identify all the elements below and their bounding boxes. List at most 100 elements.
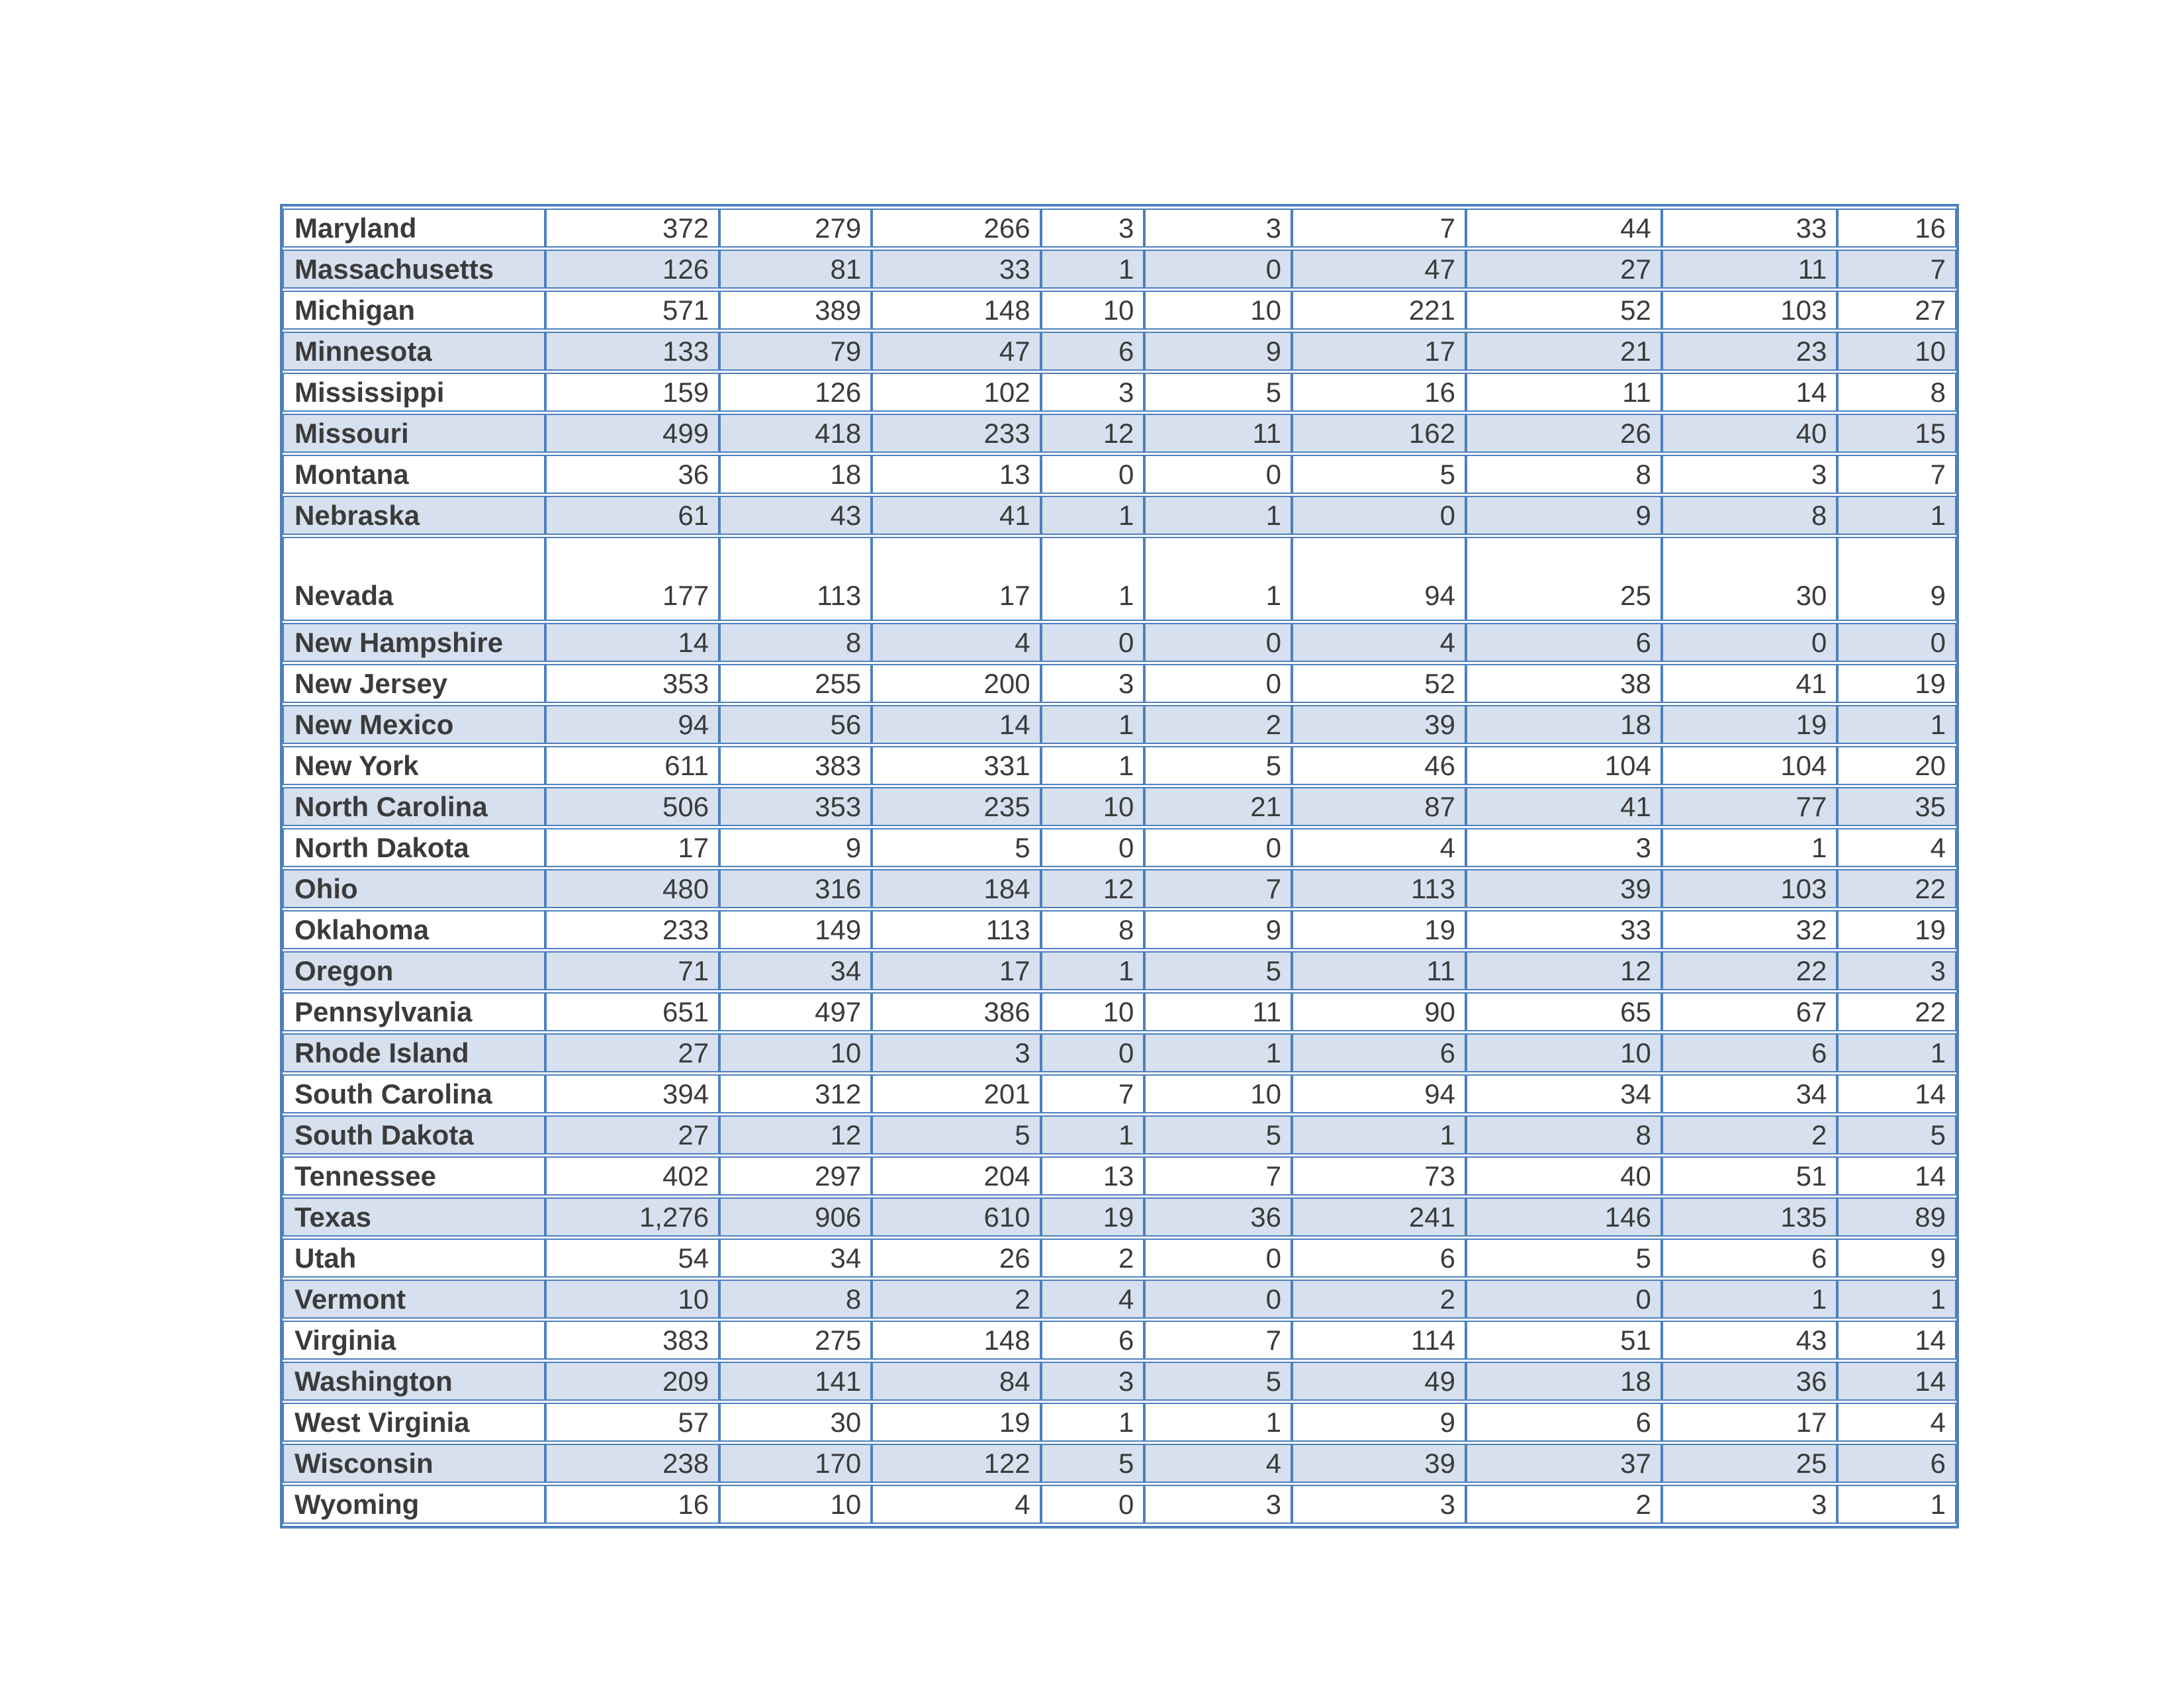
- state-name-cell: Vermont: [283, 1280, 546, 1319]
- value-cell: 52: [1465, 291, 1662, 330]
- table-row: Oklahoma 233 149 113 8 9 19 33 32 19: [283, 910, 1956, 949]
- value-cell: 3: [1661, 1485, 1838, 1524]
- value-cell: 353: [719, 787, 872, 826]
- value-cell: 1: [1040, 951, 1145, 990]
- value-cell: 5: [1040, 1444, 1145, 1483]
- state-name-cell: South Carolina: [283, 1074, 546, 1113]
- value-cell: 266: [872, 209, 1041, 248]
- value-cell: 36: [1144, 1197, 1292, 1237]
- state-name-cell: South Dakota: [283, 1115, 546, 1154]
- value-cell: 389: [719, 291, 872, 330]
- value-cell: 0: [1837, 623, 1956, 662]
- state-name-cell: Washington: [283, 1362, 546, 1401]
- table-row: Montana 36 18 13 0 0 5 8 3 7: [283, 455, 1956, 494]
- value-cell: 14: [545, 623, 720, 662]
- state-name-cell: North Carolina: [283, 787, 546, 826]
- state-name-cell: Massachusetts: [283, 250, 546, 289]
- value-cell: 149: [719, 910, 872, 949]
- value-cell: 113: [719, 537, 872, 621]
- value-cell: 221: [1291, 291, 1466, 330]
- value-cell: 238: [545, 1444, 720, 1483]
- value-cell: 11: [1291, 951, 1466, 990]
- state-name-cell: Utah: [283, 1239, 546, 1278]
- value-cell: 0: [1144, 623, 1292, 662]
- value-cell: 21: [1465, 332, 1662, 371]
- value-cell: 6: [1465, 623, 1662, 662]
- value-cell: 1,276: [545, 1197, 720, 1237]
- value-cell: 5: [1144, 1362, 1292, 1401]
- value-cell: 8: [719, 1280, 872, 1319]
- value-cell: 14: [1837, 1362, 1956, 1401]
- value-cell: 94: [1291, 537, 1466, 621]
- value-cell: 0: [1144, 828, 1292, 867]
- table-row: Nebraska 61 43 41 1 1 0 9 8 1: [283, 496, 1956, 535]
- value-cell: 30: [719, 1403, 872, 1442]
- value-cell: 2: [1144, 705, 1292, 744]
- value-cell: 3: [1465, 828, 1662, 867]
- value-cell: 6: [1040, 1321, 1145, 1360]
- table-row: North Dakota 17 9 5 0 0 4 3 1 4: [283, 828, 1956, 867]
- value-cell: 10: [545, 1280, 720, 1319]
- value-cell: 33: [1465, 910, 1662, 949]
- state-name-cell: Missouri: [283, 414, 546, 453]
- value-cell: 10: [1040, 992, 1145, 1031]
- value-cell: 0: [1144, 664, 1292, 703]
- value-cell: 57: [545, 1403, 720, 1442]
- table-row: Missouri 499 418 233 12 11 162 26 40 15: [283, 414, 1956, 453]
- value-cell: 9: [1465, 496, 1662, 535]
- value-cell: 275: [719, 1321, 872, 1360]
- value-cell: 3: [1837, 951, 1956, 990]
- value-cell: 279: [719, 209, 872, 248]
- value-cell: 17: [1291, 332, 1466, 371]
- value-cell: 34: [719, 1239, 872, 1278]
- value-cell: 19: [1040, 1197, 1145, 1237]
- value-cell: 44: [1465, 209, 1662, 248]
- value-cell: 0: [1291, 496, 1466, 535]
- table-row: Virginia 383 275 148 6 7 114 51 43 14: [283, 1321, 1956, 1360]
- value-cell: 6: [1661, 1033, 1838, 1072]
- value-cell: 11: [1661, 250, 1838, 289]
- value-cell: 0: [1040, 1485, 1145, 1524]
- table-row: New York 611 383 331 1 5 46 104 104 20: [283, 746, 1956, 785]
- value-cell: 6: [1291, 1033, 1466, 1072]
- state-name-cell: Nebraska: [283, 496, 546, 535]
- table-row: Oregon 71 34 17 1 5 11 12 22 3: [283, 951, 1956, 990]
- value-cell: 16: [545, 1485, 720, 1524]
- value-cell: 11: [1144, 992, 1292, 1031]
- value-cell: 170: [719, 1444, 872, 1483]
- value-cell: 8: [1837, 373, 1956, 412]
- value-cell: 49: [1291, 1362, 1466, 1401]
- value-cell: 148: [872, 1321, 1041, 1360]
- value-cell: 2: [1661, 1115, 1838, 1154]
- value-cell: 52: [1291, 664, 1466, 703]
- value-cell: 1: [1837, 1033, 1956, 1072]
- table-row: Michigan 571 389 148 10 10 221 52 103 27: [283, 291, 1956, 330]
- value-cell: 56: [719, 705, 872, 744]
- value-cell: 4: [872, 623, 1041, 662]
- value-cell: 571: [545, 291, 720, 330]
- value-cell: 67: [1661, 992, 1838, 1031]
- value-cell: 1: [1291, 1115, 1466, 1154]
- value-cell: 71: [545, 951, 720, 990]
- value-cell: 13: [1040, 1156, 1145, 1196]
- value-cell: 5: [1144, 746, 1292, 785]
- value-cell: 1: [1837, 1280, 1956, 1319]
- value-cell: 65: [1465, 992, 1662, 1031]
- state-name-cell: Mississippi: [283, 373, 546, 412]
- table-row: Wisconsin 238 170 122 5 4 39 37 25 6: [283, 1444, 1956, 1483]
- table-row: Massachusetts 126 81 33 1 0 47 27 11 7: [283, 250, 1956, 289]
- value-cell: 204: [872, 1156, 1041, 1196]
- value-cell: 383: [545, 1321, 720, 1360]
- value-cell: 34: [719, 951, 872, 990]
- value-cell: 25: [1661, 1444, 1838, 1483]
- value-cell: 316: [719, 869, 872, 908]
- value-cell: 312: [719, 1074, 872, 1113]
- value-cell: 10: [719, 1485, 872, 1524]
- value-cell: 23: [1661, 332, 1838, 371]
- value-cell: 9: [719, 828, 872, 867]
- value-cell: 19: [1837, 664, 1956, 703]
- value-cell: 4: [1837, 828, 1956, 867]
- state-name-cell: West Virginia: [283, 1403, 546, 1442]
- value-cell: 84: [872, 1362, 1041, 1401]
- value-cell: 235: [872, 787, 1041, 826]
